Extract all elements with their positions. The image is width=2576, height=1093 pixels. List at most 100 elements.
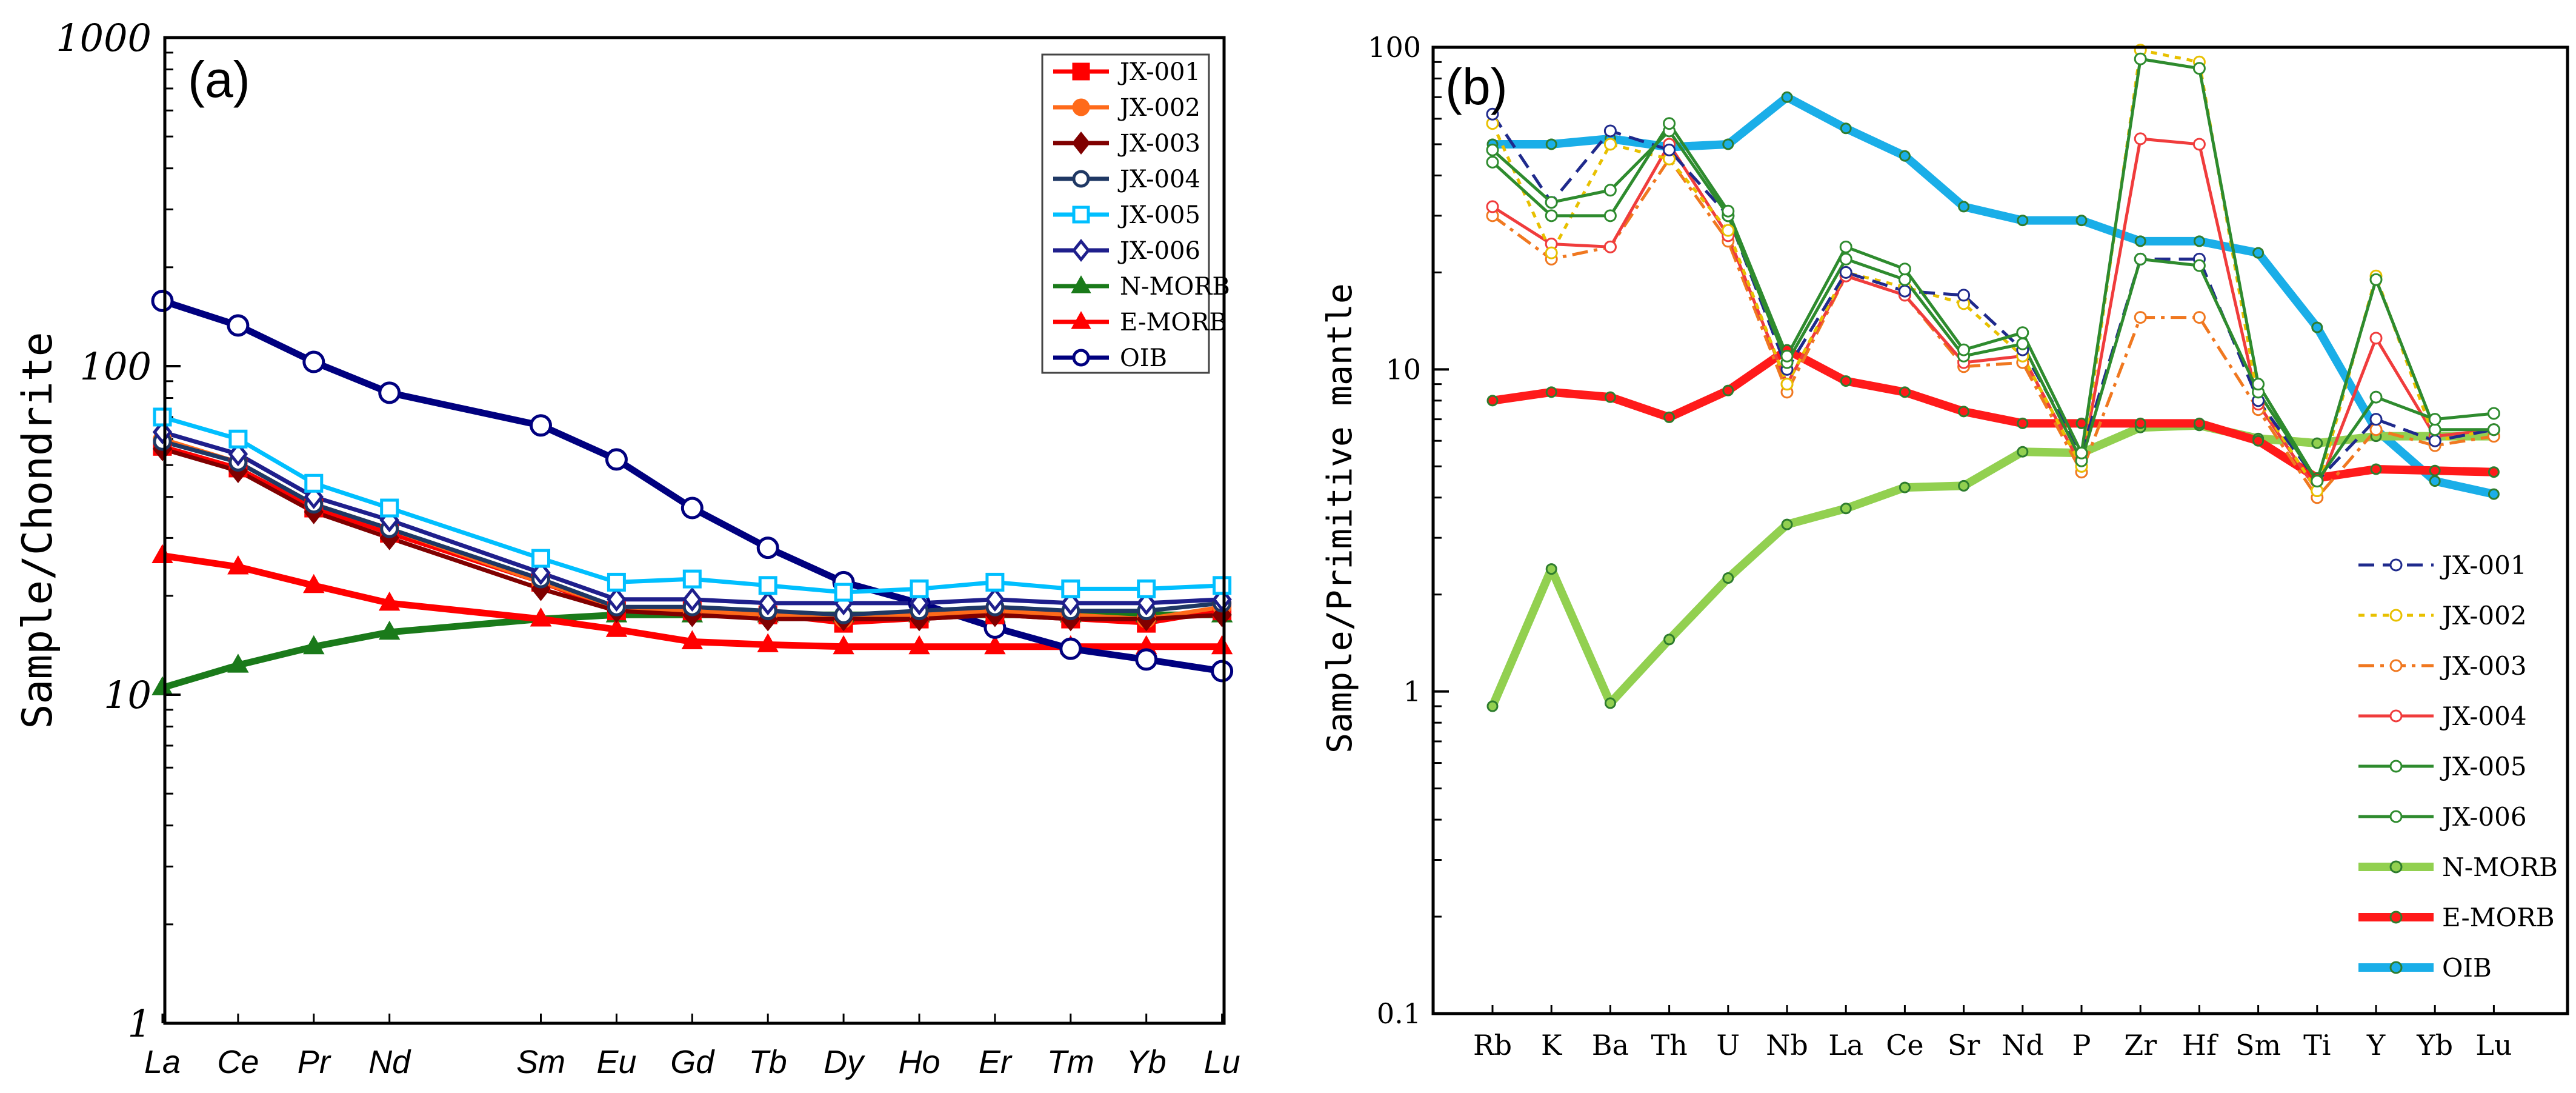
panel-a-x-tick-labels: La Ce Pr Nd Sm Eu Gd Tb Dy Ho Er Tm Yb Lu (144, 1014, 1240, 1080)
panel-a-point-e-morb-tb (757, 633, 779, 652)
panel-b-point-jx-004-hf (2192, 138, 2206, 151)
panel-b-point-jx-005-ba (1603, 209, 1617, 222)
panel-a-x-tick-label-tm: Tm (1047, 1044, 1094, 1080)
panel-b-legend-marker-jx-002 (2389, 609, 2403, 622)
panel-b-point-jx-003-y (2369, 423, 2383, 436)
panel-b-x-tick-label-nb: Nb (1766, 1029, 1808, 1061)
panel-a-point-oib-la (151, 289, 174, 312)
panel-b-point-oib-ti (2311, 321, 2323, 333)
panel-b-point-e-morb-th (1663, 411, 1676, 423)
panel-a-x-tick-label-er: Er (979, 1044, 1013, 1080)
panel-b-point-jx-005-ce (1898, 262, 1911, 276)
panel-b-point-n-morb-k (1545, 563, 1557, 575)
panel-a-point-jx-005-pr (304, 473, 324, 493)
panel-b-y-tick-label: 10 (1385, 353, 1421, 386)
panel-b-point-jx-002-nb (1780, 378, 1794, 391)
panel-a-x-tick-label-ce: Ce (217, 1044, 259, 1080)
panel-a-point-e-morb-dy (833, 635, 854, 655)
panel-a-point-jx-005-tb (758, 576, 777, 595)
panel-b-y-tick-label: 1 (1403, 675, 1421, 708)
panel-a-series-line-jx-004 (162, 439, 1222, 617)
panel-b-x-tick-label-ti: Ti (2303, 1029, 2331, 1061)
panel-b-legend-label-jx-005: JX-005 (2440, 752, 2527, 781)
panel-a-point-jx-005-eu (607, 572, 626, 592)
panel-a-x-tick-label-tb: Tb (749, 1044, 787, 1080)
panel-a-series-line-jx-003 (162, 447, 1222, 621)
panel-b-point-oib-ce (1899, 150, 1911, 162)
panel-b-series-line-jx-002 (1491, 48, 2494, 493)
panel-b-primitive-mantle-spider: Rb K Ba Th U Nb La Ce Sr Nd P Zr Hf Sm Ti Y Yb Lu 0.1 1 10 1… (1320, 31, 2569, 1061)
panel-b-x-tick-label-ba: Ba (1592, 1029, 1629, 1061)
panel-a-point-oib-tm (1059, 637, 1082, 660)
panel-a-chondrite-ree: La Ce Pr Nd Sm Eu Gd Tb Dy Ho Er Tm Yb Lu 1101001000 … (14, 16, 1240, 1080)
panel-b-legend-label-jx-006: JX-006 (2440, 802, 2527, 832)
panel-a-legend-marker-jx-005 (1072, 206, 1090, 224)
panel-a-point-oib-yb (1135, 648, 1158, 671)
panel-b-point-n-morb-u (1722, 572, 1734, 584)
panel-a-point-oib-tb (756, 536, 779, 560)
panel-b-point-oib-nd (2017, 215, 2029, 227)
panel-b-legend-label-jx-004: JX-004 (2440, 701, 2527, 731)
panel-a-y-tick-labels: 1 10 100 1000 (56, 16, 181, 1046)
panel-b-point-oib-sr (1958, 201, 1970, 213)
panel-b-point-oib-hf (2193, 235, 2205, 247)
panel-b-plot-frame (1431, 45, 2569, 1015)
panel-a-legend-marker-jx-003 (1071, 131, 1091, 155)
panel-b-point-e-morb-sm (2252, 435, 2265, 447)
panel-a-point-e-morb-eu (605, 618, 628, 637)
panel-a-point-e-morb-gd (681, 630, 704, 649)
panel-b-x-tick-label-sm: Sm (2235, 1029, 2281, 1061)
panel-a-point-jx-005-tm (1061, 579, 1080, 598)
panel-b-point-jx-005-sr (1957, 343, 1971, 356)
panel-b-point-jx-004-rb (1486, 200, 1499, 213)
panel-a-point-jx-005-yb (1137, 579, 1156, 598)
panel-a-point-jx-005-er (985, 572, 1005, 592)
panel-a-series-line-jx-005 (162, 415, 1222, 595)
panel-b-point-jx-006-zr (2134, 252, 2147, 266)
panel-b-point-n-morb-sr (1958, 480, 1970, 492)
panel-a-series-line-jx-006 (162, 430, 1222, 606)
panel-b-point-jx-001-sr (1957, 289, 1971, 302)
panel-a-legend-label-jx-003: JX-003 (1117, 130, 1200, 158)
panel-a-point-jx-005-lu (1213, 576, 1232, 595)
panel-b-point-jx-001-yb (2428, 434, 2441, 447)
panel-a-x-tick-label-la: La (144, 1044, 181, 1080)
panel-b-point-jx-005-nd (2016, 326, 2029, 339)
panel-a-x-tick-label-sm: Sm (516, 1044, 565, 1080)
panel-b-point-jx-005-k (1545, 209, 1558, 222)
panel-a-point-e-morb-nd (378, 591, 401, 611)
panel-a-legend-label-jx-002: JX-002 (1117, 94, 1200, 122)
panel-a-point-e-morb-la (151, 544, 173, 564)
panel-b-x-tick-label-lu: Lu (2475, 1029, 2512, 1061)
panel-a-point-oib-gd (681, 496, 704, 520)
panel-b-point-jx-004-y (2369, 332, 2383, 345)
panel-b-point-oib-k (1545, 138, 1557, 150)
panel-b-legend-marker-jx-001 (2389, 558, 2403, 572)
panel-b-point-oib-p (2075, 215, 2088, 227)
panel-b-x-tick-label-hf: Hf (2182, 1029, 2218, 1061)
panel-b-point-jx-005-nb (1780, 349, 1794, 363)
panel-b-point-e-morb-hf (2193, 417, 2205, 429)
panel-b-x-tick-label-p: P (2072, 1029, 2091, 1061)
panel-b-point-jx-006-k (1545, 196, 1558, 209)
panel-b-point-jx-005-zr (2134, 52, 2147, 65)
panel-a-point-e-morb-ce (227, 555, 249, 575)
panel-b-point-n-morb-ba (1604, 697, 1616, 709)
panel-a-point-e-morb-ho (908, 635, 930, 655)
panel-b-legend-label-jx-003: JX-003 (2440, 651, 2527, 681)
panel-b-point-jx-001-ba (1603, 124, 1617, 138)
panel-b-series-markers (1486, 44, 2500, 712)
panel-a-point-jx-005-ce (228, 429, 248, 449)
panel-b-series-line-jx-005 (1491, 57, 2494, 483)
panel-b-point-jx-006-nd (2016, 337, 2029, 350)
panel-a-legend-marker-jx-002 (1072, 98, 1090, 116)
panel-b-point-e-morb-sr (1958, 406, 1970, 418)
panel-b-series-line-n-morb (1488, 421, 2494, 708)
panel-a-legend-marker-e-morb (1071, 311, 1091, 329)
panel-b-point-oib-zr (2134, 235, 2146, 247)
panel-b-point-jx-006-yb (2428, 423, 2441, 436)
panel-a-point-jx-006-sm (531, 560, 551, 586)
panel-b-legend-marker-n-morb (2389, 860, 2403, 874)
panel-a-x-tick-label-yb: Yb (1127, 1044, 1167, 1080)
panel-b-point-e-morb-lu (2488, 466, 2500, 478)
